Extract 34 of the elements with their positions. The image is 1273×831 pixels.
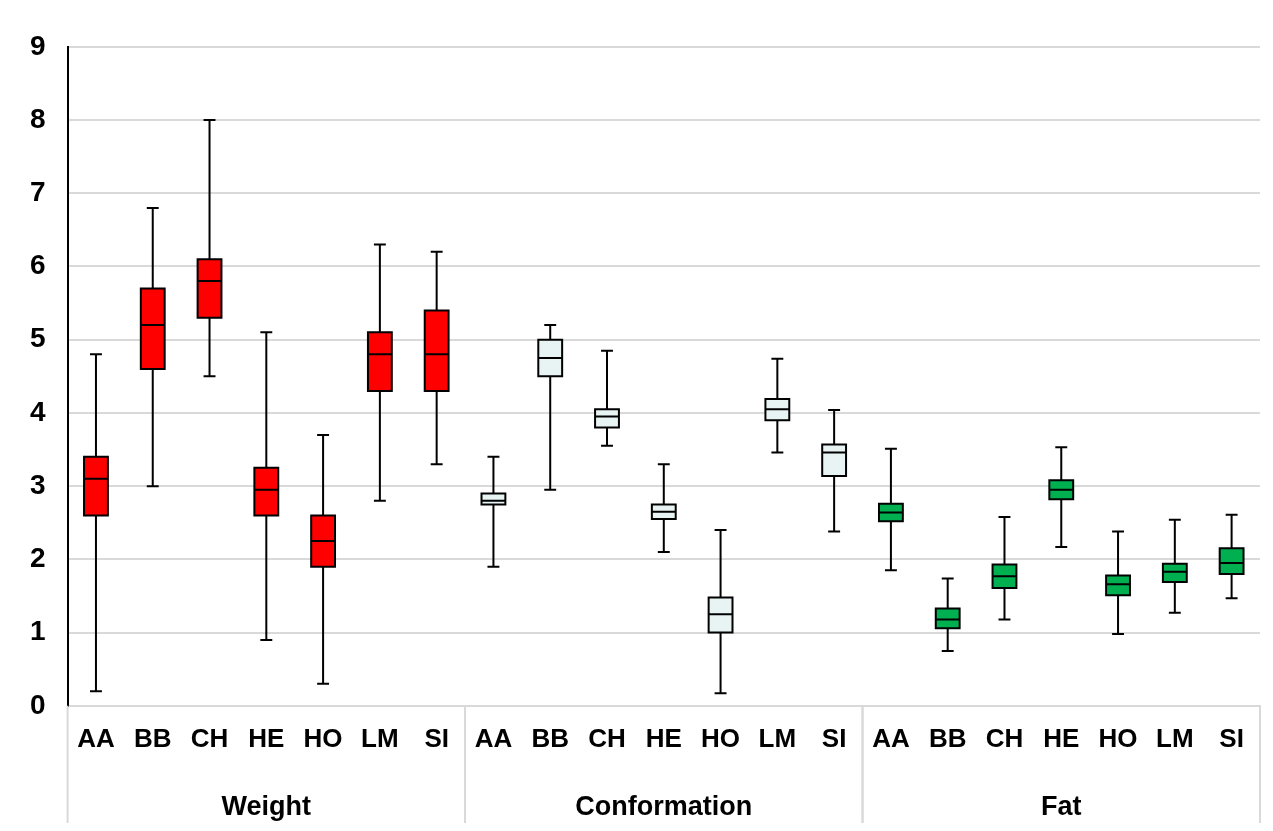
y-tick-label: 4	[29, 395, 46, 427]
x-tick-label: LM	[361, 722, 399, 753]
text: Weight	[221, 790, 312, 821]
x-tick-label: BB	[928, 722, 967, 753]
x-tick-label: CH	[985, 722, 1024, 753]
x-tick-label: SI	[1219, 722, 1244, 753]
x-tick-label: SI	[821, 722, 847, 753]
x-tick-label: AA	[77, 722, 115, 753]
x-tick-label: HE	[248, 722, 285, 753]
x-tick-label: LM	[758, 722, 797, 753]
y-tick-label: 8	[29, 102, 46, 134]
y-tick-label: 7	[29, 175, 46, 207]
y-tick-label: 5	[29, 322, 46, 354]
y-tick-label: 1	[29, 615, 46, 647]
x-tick-label: BB	[133, 722, 172, 753]
text: Fat	[1041, 790, 1082, 821]
x-tick-label: CH	[588, 722, 626, 753]
x-tick-label: HE	[645, 722, 682, 753]
text: Conformation	[575, 790, 753, 821]
x-tick-label: SI	[424, 722, 449, 753]
x-tick-label: CH	[190, 722, 229, 753]
x-tick-label: AA	[474, 722, 513, 753]
x-tick-label: HE	[1043, 722, 1080, 753]
x-tick-label: HO	[303, 722, 343, 753]
x-tick-label: LM	[1156, 722, 1194, 753]
y-tick-label: 0	[29, 688, 46, 720]
x-tick-label: BB	[531, 722, 569, 753]
y-tick-label: 2	[29, 542, 46, 574]
x-tick-label: AA	[872, 722, 910, 753]
y-tick-label: 3	[29, 468, 46, 500]
x-tick-label: HO	[1098, 722, 1138, 753]
x-tick-label: HO	[701, 722, 741, 753]
y-tick-label: 9	[29, 29, 46, 61]
y-tick-label: 6	[29, 249, 46, 281]
